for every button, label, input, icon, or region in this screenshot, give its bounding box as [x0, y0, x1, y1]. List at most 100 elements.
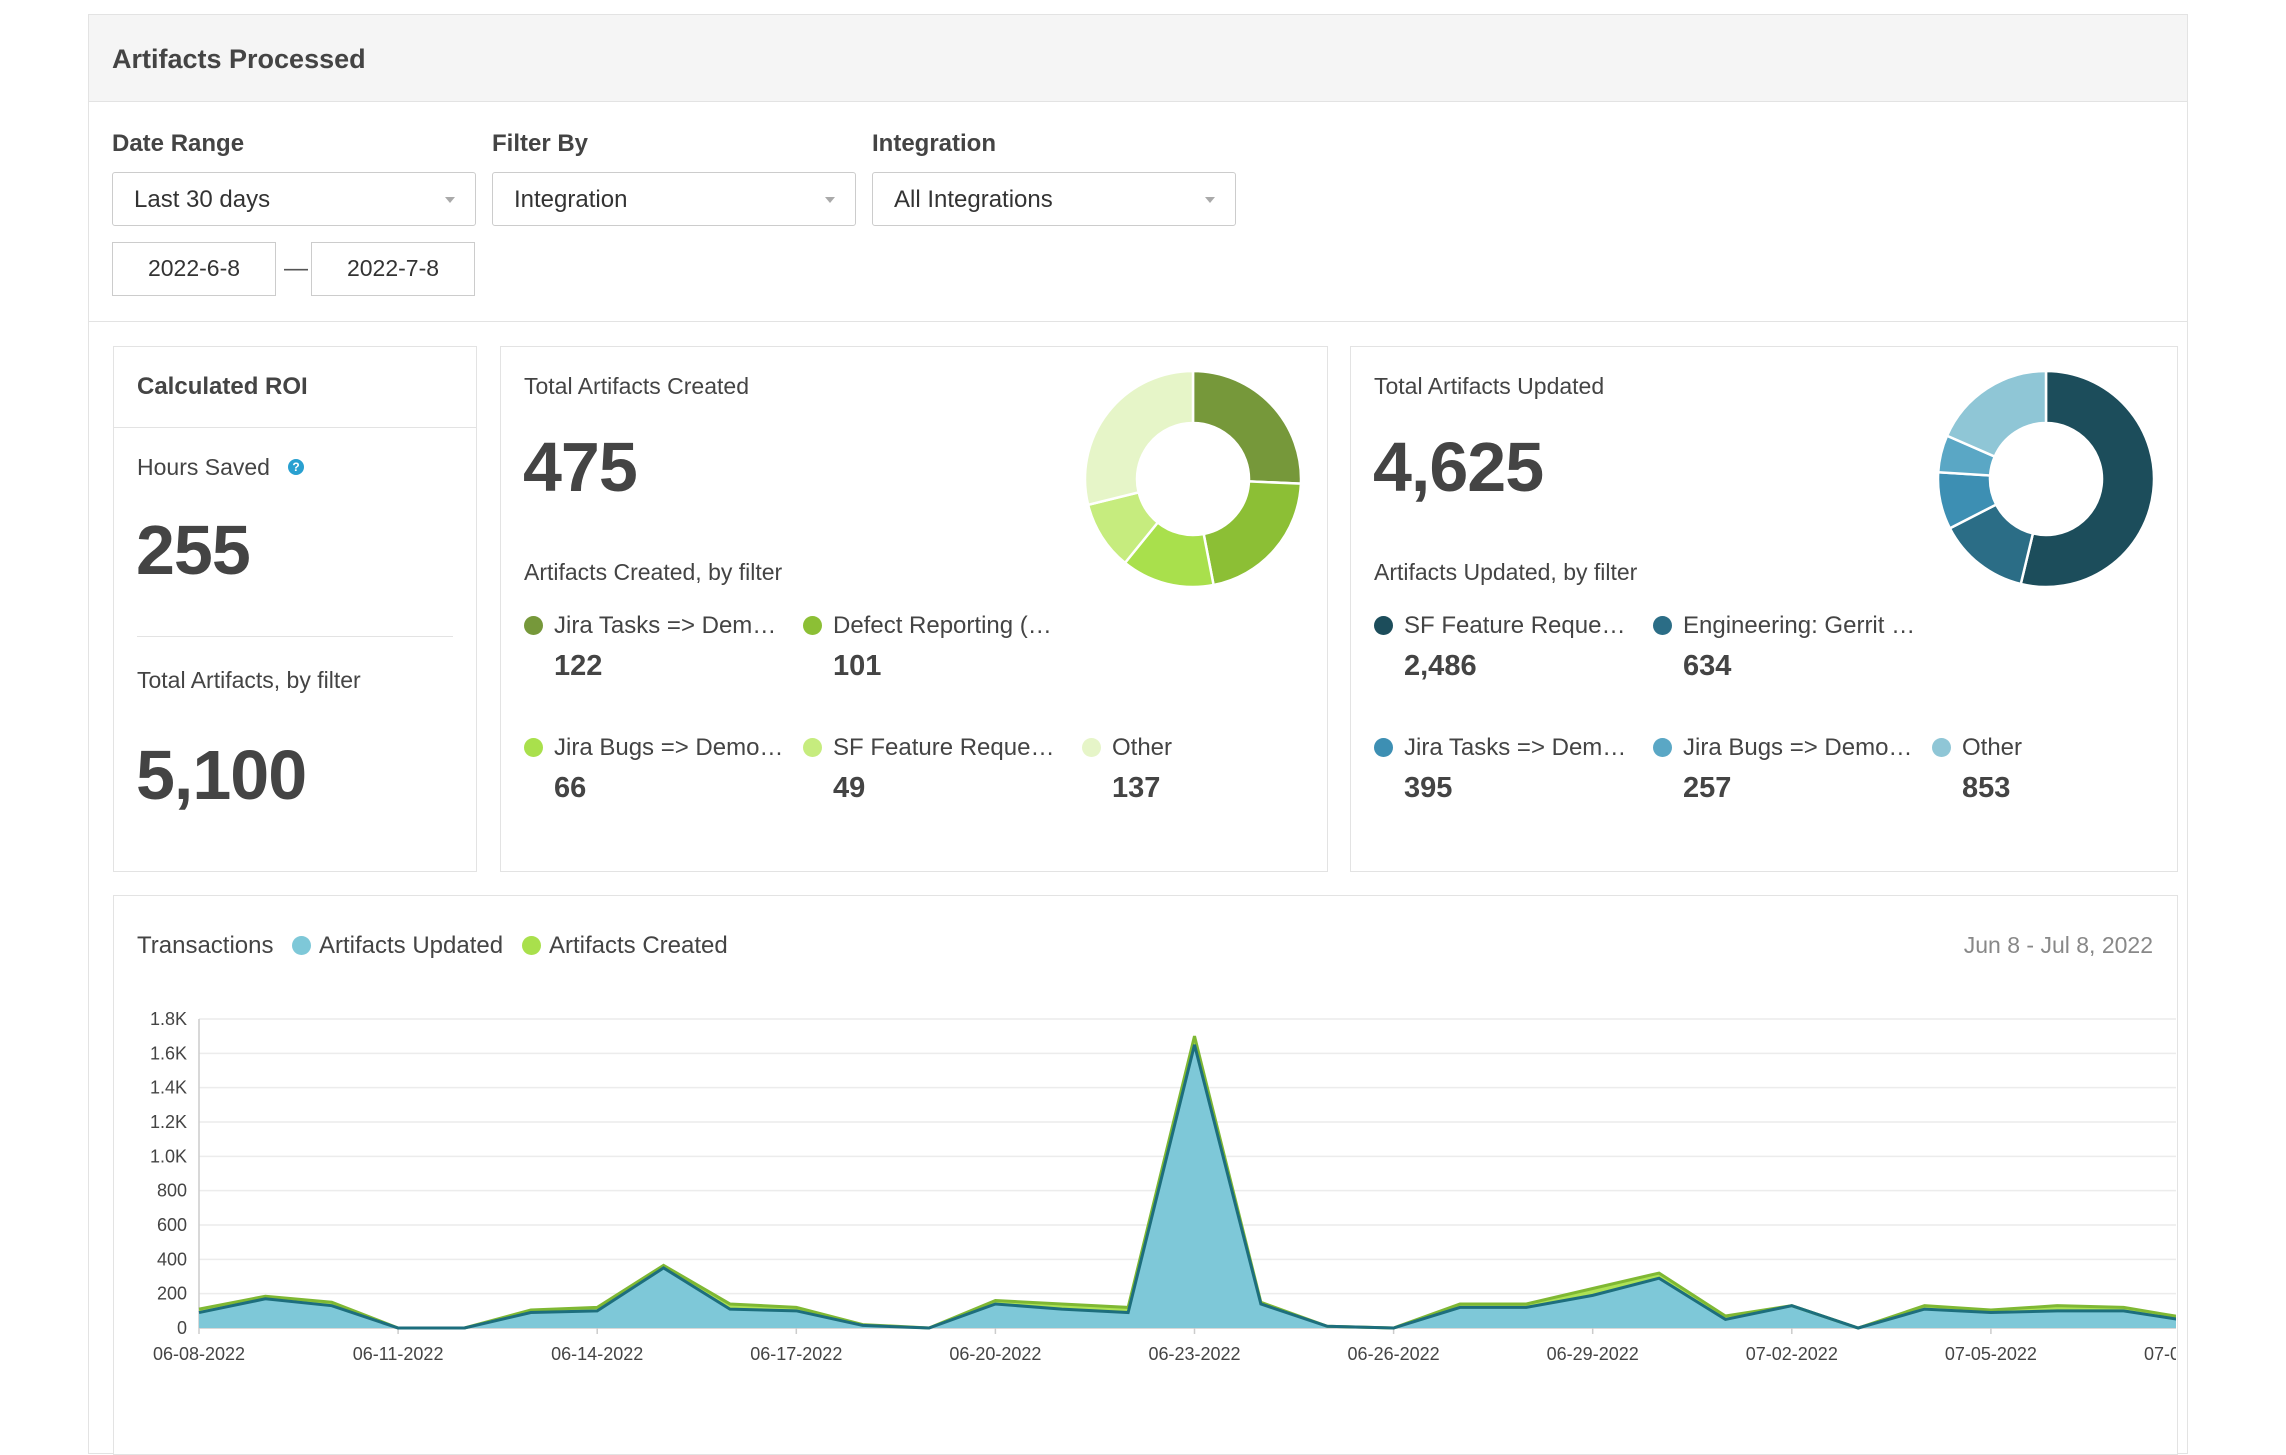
date-range-value: Last 30 days	[134, 186, 271, 213]
artifacts-updated-card: Total Artifacts Updated 4,625 Artifacts …	[1350, 346, 2178, 872]
transactions-card: Transactions Artifacts Updated Artifacts…	[113, 895, 2178, 1455]
roi-divider	[137, 636, 453, 637]
updated-legend-dot	[1653, 738, 1672, 757]
updated-legend-label: Jira Tasks => Dem…	[1404, 734, 1627, 761]
x-tick-label: 06-08-2022	[153, 1344, 245, 1364]
updated-value: 4,625	[1373, 428, 1544, 506]
y-tick-label: 1.0K	[150, 1146, 187, 1166]
x-tick-label: 06-23-2022	[1148, 1344, 1240, 1364]
created-slice-0[interactable]	[1191, 369, 1303, 485]
updated-legend-value: 853	[1962, 772, 2011, 804]
updated-title: Total Artifacts Updated	[1374, 373, 1605, 399]
roi-title: Calculated ROI	[137, 373, 308, 400]
updated-legend-dot	[1374, 616, 1393, 635]
updated-legend-label: SF Feature Reque…	[1404, 612, 1626, 639]
created-legend-value: 101	[833, 650, 882, 682]
created-legend-label: Other	[1112, 734, 1173, 761]
chevron-down-icon	[825, 197, 835, 203]
x-tick-label: 06-29-2022	[1547, 1344, 1639, 1364]
updated-legend-value: 634	[1683, 650, 1732, 682]
legend-dot-created	[522, 936, 541, 955]
created-legend-label: Jira Bugs => Demo…	[554, 734, 784, 761]
created-legend-dot	[524, 616, 543, 635]
y-tick-label: 600	[157, 1215, 187, 1235]
created-legend-label: SF Feature Reque…	[833, 734, 1055, 761]
filter-by-select[interactable]: Integration	[492, 172, 856, 226]
updated-legend-label: Other	[1962, 734, 2023, 761]
artifacts-created-card: Total Artifacts Created 475 Artifacts Cr…	[500, 346, 1328, 872]
updated-legend-value: 395	[1404, 772, 1453, 804]
updated-donut-chart	[1936, 369, 2156, 589]
created-legend-dot	[524, 738, 543, 757]
x-tick-label: 07-02-2022	[1746, 1344, 1838, 1364]
panel-header: Artifacts Processed	[89, 15, 2187, 102]
y-tick-label: 400	[157, 1249, 187, 1269]
integration-select[interactable]: All Integrations	[872, 172, 1236, 226]
created-legend-value: 66	[554, 772, 587, 804]
x-tick-label: 06-20-2022	[949, 1344, 1041, 1364]
start-date-input[interactable]: 2022-6-8	[112, 242, 276, 296]
updated-slice-4[interactable]	[1945, 369, 2048, 459]
updated-legend-label: Jira Bugs => Demo…	[1683, 734, 1913, 761]
x-tick-label: 07-08-2022	[2144, 1344, 2176, 1364]
updated-legend-value: 2,486	[1404, 650, 1477, 682]
updated-legend-label: Engineering: Gerrit …	[1683, 612, 1916, 639]
filter-by-label: Filter By	[492, 130, 589, 157]
x-tick-label: 07-05-2022	[1945, 1344, 2037, 1364]
legend-dot-updated	[292, 936, 311, 955]
x-tick-label: 06-17-2022	[750, 1344, 842, 1364]
date-range-label: Date Range	[112, 130, 245, 157]
legend-label-updated[interactable]: Artifacts Updated	[319, 932, 504, 959]
hours-saved-value: 255	[136, 511, 251, 589]
created-legend-dot	[803, 616, 822, 635]
created-legend-value: 137	[1112, 772, 1161, 804]
created-value: 475	[523, 428, 638, 506]
x-tick-label: 06-11-2022	[353, 1344, 444, 1364]
transactions-date-range: Jun 8 - Jul 8, 2022	[1963, 932, 2153, 958]
panel-title: Artifacts Processed	[112, 44, 366, 74]
filter-by-value: Integration	[514, 186, 628, 213]
updated-legend-dot	[1374, 738, 1393, 757]
total-artifacts-value: 5,100	[136, 736, 307, 814]
y-tick-label: 800	[157, 1181, 187, 1201]
date-separator: —	[284, 255, 308, 282]
created-legend-label: Jira Tasks => Dem…	[554, 612, 777, 639]
date-range-select[interactable]: Last 30 days	[112, 172, 476, 226]
y-tick-label: 1.6K	[150, 1043, 187, 1063]
y-tick-label: 1.8K	[150, 1009, 187, 1029]
x-tick-label: 06-14-2022	[551, 1344, 643, 1364]
y-tick-label: 200	[157, 1284, 187, 1304]
created-legend-value: 49	[833, 772, 866, 804]
updated-legend-value: 257	[1683, 772, 1732, 804]
created-legend-dot	[803, 738, 822, 757]
roi-title-divider	[114, 427, 476, 428]
created-donut-chart	[1083, 369, 1303, 589]
created-slice-4[interactable]	[1083, 369, 1195, 507]
roi-card: Calculated ROI Hours Saved ? 255 Total A…	[113, 346, 477, 872]
artifacts-processed-panel: Artifacts Processed Date Range Last 30 d…	[88, 14, 2188, 1455]
x-tick-label: 06-26-2022	[1348, 1344, 1440, 1364]
integration-label: Integration	[872, 130, 996, 157]
area-updated	[199, 1044, 2176, 1328]
created-legend-label: Defect Reporting (…	[833, 612, 1052, 639]
chevron-down-icon	[445, 197, 455, 203]
created-legend-value: 122	[554, 650, 603, 682]
chevron-down-icon	[1205, 197, 1215, 203]
line-updated	[198, 1044, 2176, 1330]
updated-subtitle: Artifacts Updated, by filter	[1374, 559, 1638, 585]
transactions-area-chart: 0 200 400 600 800 1.0K 1.2K 1.4K 1.6K 1.8K 06-08-2…	[150, 1009, 2176, 1364]
transactions-title: Transactions	[137, 932, 274, 959]
filter-divider	[89, 321, 2187, 322]
y-tick-label: 1.4K	[150, 1078, 187, 1098]
total-artifacts-label: Total Artifacts, by filter	[137, 667, 361, 693]
hours-saved-label: Hours Saved	[137, 454, 270, 480]
legend-label-created[interactable]: Artifacts Created	[549, 932, 728, 959]
updated-slice-0[interactable]	[2019, 369, 2156, 589]
y-tick-label: 1.2K	[150, 1112, 187, 1132]
created-slice-1[interactable]	[1202, 480, 1303, 587]
updated-legend-dot	[1932, 738, 1951, 757]
created-subtitle: Artifacts Created, by filter	[524, 559, 783, 585]
y-tick-label: 0	[177, 1318, 187, 1338]
end-date-input[interactable]: 2022-7-8	[311, 242, 475, 296]
help-icon[interactable]: ?	[288, 459, 304, 475]
